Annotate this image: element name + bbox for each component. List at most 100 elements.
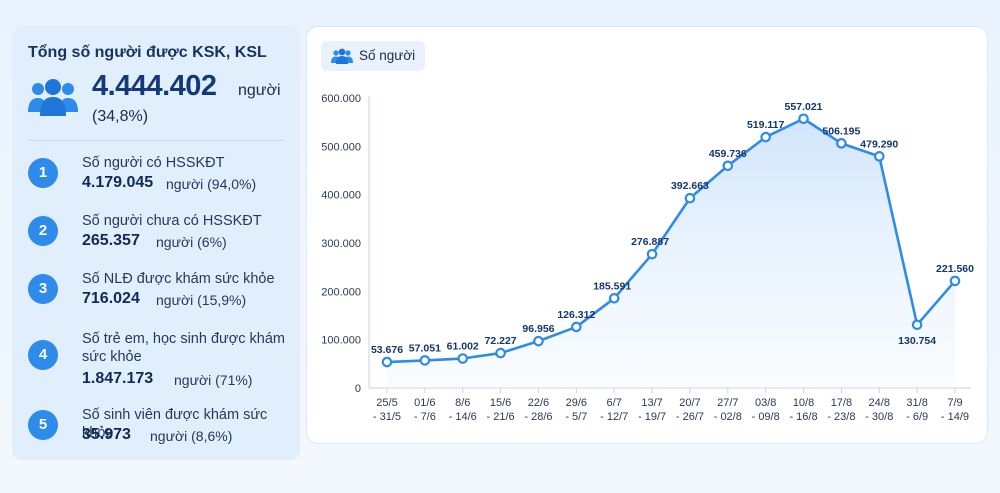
data-point — [457, 353, 469, 364]
y-tick-label: 100.000 — [321, 335, 361, 347]
data-label: 57.051 — [409, 342, 441, 354]
stat-value: 35.973 — [82, 426, 131, 443]
x-tick-label-sub: - 14/6 — [449, 411, 477, 423]
legend-badge: Số người — [321, 41, 425, 71]
data-label: 126.312 — [557, 309, 595, 321]
stat-value: 1.847.173 — [82, 370, 154, 387]
x-tick-label-sub: - 02/8 — [714, 411, 742, 423]
x-tick-label-sub: - 16/8 — [789, 411, 817, 423]
data-point — [571, 321, 582, 333]
stat-note: người (71%) — [174, 372, 253, 388]
data-point — [533, 335, 544, 347]
stat-number-badge: 4 — [28, 340, 58, 370]
x-tick-label-sub: - 19/7 — [638, 411, 666, 423]
x-tick-label-sub: - 21/6 — [487, 411, 515, 423]
y-tick-label: 200.000 — [321, 286, 361, 298]
data-label: 96.956 — [522, 323, 554, 335]
total-value: 4.444.402 — [92, 70, 217, 102]
y-tick-label: 400.000 — [321, 190, 361, 202]
x-tick-label-sub: - 30/8 — [865, 411, 893, 423]
x-tick-label: 6/7 — [607, 397, 622, 409]
x-tick-label: 7/9 — [947, 397, 962, 409]
legend-label: Số người — [359, 48, 416, 63]
chart-panel: Số người 0 100.000 200.000 300.000 400.000 50… — [306, 26, 988, 444]
x-tick-label: 03/8 — [755, 397, 776, 409]
y-tick-label: 600.000 — [321, 93, 361, 105]
y-tick-label: 500.000 — [321, 141, 361, 153]
data-label: 130.754 — [898, 335, 936, 347]
data-point — [684, 192, 696, 204]
summary-panel: Tổng số người được KSK, KSL 4.444.402 ng… — [12, 26, 300, 460]
data-point — [949, 275, 961, 287]
data-point — [608, 292, 620, 304]
x-tick-label: 15/6 — [490, 397, 511, 409]
stat-label: Số người có HSSKĐT — [82, 155, 225, 171]
x-tick-label: 17/8 — [831, 397, 852, 409]
stat-value: 716.024 — [82, 290, 140, 307]
x-tick-label: 13/7 — [641, 397, 662, 409]
x-tick-label: 10/8 — [793, 397, 814, 409]
stat-label: Số NLĐ được khám sức khỏe — [82, 271, 275, 287]
x-tick-label-sub: - 6/9 — [906, 411, 928, 423]
series-line — [386, 117, 956, 364]
total-unit: người — [238, 82, 281, 99]
summary-title: Tổng số người được KSK, KSL — [28, 44, 267, 61]
data-label: 53.676 — [371, 344, 403, 356]
y-tick-label: 300.000 — [321, 238, 361, 250]
x-tick-label: 31/8 — [906, 397, 927, 409]
data-label: 519.117 — [747, 119, 785, 131]
x-tick-label-sub: - 7/6 — [414, 411, 436, 423]
data-label: 185.591 — [593, 280, 631, 292]
x-tick-label-sub: - 26/7 — [676, 411, 704, 423]
total-percent: (34,8%) — [92, 108, 149, 125]
data-label: 557.021 — [785, 101, 823, 113]
x-tick-label: 8/6 — [455, 397, 470, 409]
stat-note: người (8,6%) — [150, 428, 233, 444]
x-tick-label-sub: - 14/9 — [941, 411, 969, 423]
data-point — [798, 113, 809, 125]
stat-value: 4.179.045 — [82, 174, 154, 191]
data-label: 72.227 — [485, 335, 517, 347]
stat-number-badge: 1 — [28, 158, 58, 188]
data-point — [873, 151, 885, 162]
x-tick-label-sub: - 31/5 — [373, 411, 401, 423]
area-chart: 0 100.000 200.000 300.000 400.000 500.000 600.… — [321, 93, 974, 423]
x-tick-label: 22/6 — [528, 397, 549, 409]
data-label: 479.290 — [860, 138, 898, 150]
stat-number-badge: 2 — [28, 216, 58, 246]
data-point — [911, 319, 923, 331]
area-fill — [387, 118, 955, 388]
stat-label: Số trẻ em, học sinh được khám sức khỏe — [82, 331, 285, 365]
stat-note: người (15,9%) — [156, 292, 247, 308]
y-tick-label: 0 — [355, 383, 361, 395]
stat-note: người (94,0%) — [166, 176, 257, 192]
x-tick-label-sub: - 23/8 — [827, 411, 855, 423]
x-tick-label-sub: - 09/8 — [752, 411, 780, 423]
x-tick-label: 24/8 — [869, 397, 890, 409]
x-tick-label: 25/5 — [376, 397, 397, 409]
data-point — [646, 248, 658, 260]
data-point — [495, 347, 506, 359]
x-tick-label: 20/7 — [679, 397, 700, 409]
stat-number-badge: 3 — [28, 274, 58, 304]
x-tick-label-sub: - 5/7 — [565, 411, 587, 423]
data-point — [381, 356, 393, 368]
data-label: 506.195 — [822, 125, 860, 137]
data-label: 392.663 — [671, 180, 709, 192]
divider — [28, 140, 284, 141]
data-label: 459.736 — [709, 148, 747, 160]
stat-label: Số sinh viên được khám sức khỏe — [82, 407, 268, 441]
x-tick-label: 27/7 — [717, 397, 738, 409]
x-tick-label: 01/6 — [414, 397, 435, 409]
stat-note: người (6%) — [156, 234, 227, 250]
people-icon — [331, 48, 353, 64]
data-point — [722, 160, 734, 172]
people-group-icon — [28, 79, 78, 116]
x-tick-label-sub: - 28/6 — [524, 411, 552, 423]
stat-value: 265.357 — [82, 232, 140, 249]
stat-label: Số người chưa có HSSKĐT — [82, 213, 262, 229]
data-label: 61.002 — [447, 341, 479, 353]
data-label: 276.887 — [631, 236, 669, 248]
x-tick-label-sub: - 12/7 — [600, 411, 628, 423]
data-point — [419, 355, 431, 366]
